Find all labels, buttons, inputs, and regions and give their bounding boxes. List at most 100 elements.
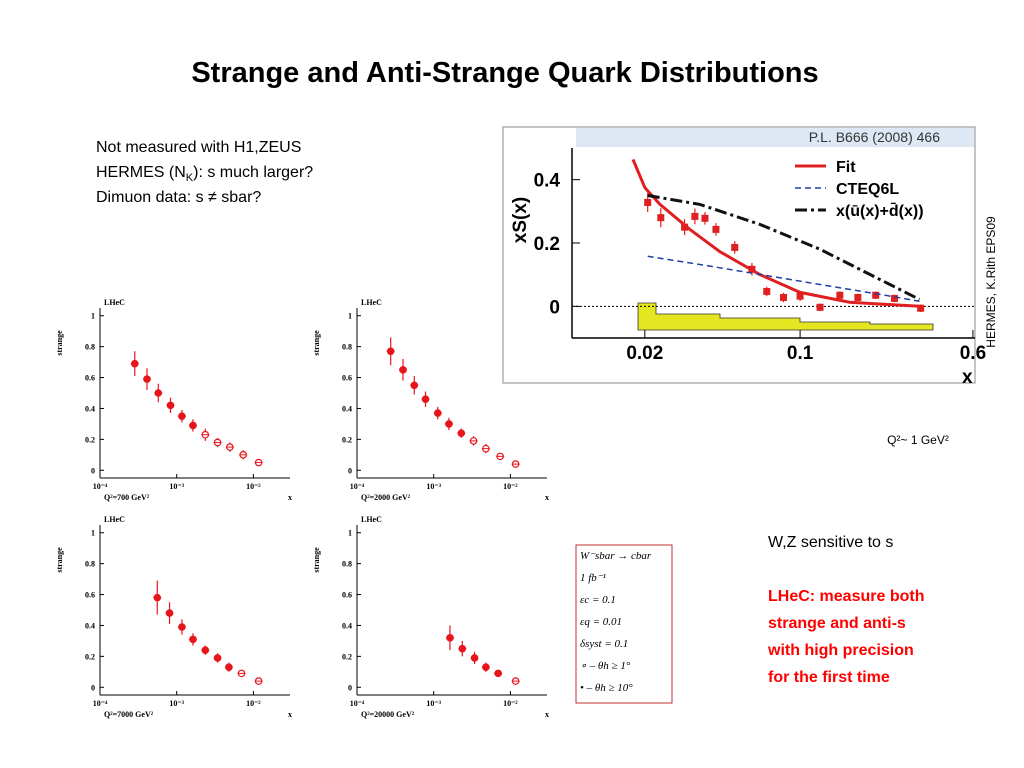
y-tick-label: 0 xyxy=(91,466,95,475)
panel-title: LHeC xyxy=(104,515,125,524)
y-tick-label: 0.8 xyxy=(85,560,95,569)
data-point xyxy=(657,214,665,222)
table-line: W⁻sbar → cbar xyxy=(580,550,652,562)
settings-table: W⁻sbar → cbar 1 fb⁻¹ εc = 0.1 εq = 0.01 δsys… xyxy=(580,550,652,694)
note-segment: K xyxy=(186,172,194,184)
x-tick-label: 10⁻² xyxy=(503,699,518,708)
y-tick-label: 0.2 xyxy=(534,234,560,255)
table-line: ∘ – θh ≥ 1° xyxy=(580,660,631,672)
y-tick-label: 0 xyxy=(348,683,352,692)
x-tick-label: 10⁻³ xyxy=(169,699,184,708)
hermes-chart: 0 0.2 0.4 0.02 0.1 0.6 P.L. B666 (2008) 466 xS(… xyxy=(510,129,986,388)
conclusion-line: strange and anti-s xyxy=(768,615,906,632)
data-point xyxy=(890,294,898,302)
data-point xyxy=(691,212,699,220)
lhec-panel: 0 0.2 0.4 0.6 0.8 1 10⁻⁴ 10⁻³ 10⁻² LHeC strange Q²=… xyxy=(55,515,292,719)
y-tick-label: 0.6 xyxy=(342,374,352,383)
y-axis-label: strange xyxy=(312,330,321,356)
x-tick-label: 10⁻⁴ xyxy=(350,699,365,708)
panel-title: LHeC xyxy=(104,298,125,307)
y-tick-label: 0.2 xyxy=(342,435,352,444)
y-tick-label: 0.8 xyxy=(85,343,95,352)
y-axis-label: xS(x) xyxy=(510,197,531,243)
x-axis-label: x xyxy=(288,493,292,502)
note-segment: HERMES (N xyxy=(96,164,186,181)
table-frame xyxy=(575,544,673,704)
side-credit: HERMES, K.Rith EPS09 xyxy=(984,216,998,348)
y-tick-label: 1 xyxy=(91,529,95,538)
conclusion-line: LHeC: measure both xyxy=(768,588,924,605)
legend-label: Fit xyxy=(836,159,856,176)
note-line: Dimuon data: s ≠ sbar? xyxy=(96,189,261,206)
data-point xyxy=(836,291,844,299)
data-point xyxy=(917,304,925,312)
y-tick-label: 0.4 xyxy=(342,404,352,413)
data-point xyxy=(816,303,824,311)
x-tick-label: 10⁻² xyxy=(503,482,518,491)
note-line: HERMES (NK): s much larger? xyxy=(96,164,313,184)
x-axis-label: x xyxy=(288,710,292,719)
y-axis-label: strange xyxy=(312,547,321,573)
curve xyxy=(631,158,920,308)
y-tick-label: 0.4 xyxy=(85,621,95,630)
data-point xyxy=(796,292,804,300)
x-axis-label: x xyxy=(962,367,973,388)
y-tick-label: 0.6 xyxy=(342,591,352,600)
y-tick-label: 0.6 xyxy=(85,374,95,383)
y-tick-label: 0.4 xyxy=(85,404,95,413)
data-point xyxy=(681,223,689,231)
data-point xyxy=(763,287,771,295)
y-axis-label: strange xyxy=(55,547,64,573)
y-tick-label: 1 xyxy=(348,312,352,321)
slide-title: Strange and Anti-Strange Quark Distribut… xyxy=(191,57,818,89)
lhec-panel: 0 0.2 0.4 0.6 0.8 1 10⁻⁴ 10⁻³ 10⁻² LHeC strange Q²=… xyxy=(312,298,549,502)
x-tick-label: 0.6 xyxy=(960,343,986,364)
x-tick-label: 10⁻² xyxy=(246,699,261,708)
y-tick-label: 0 xyxy=(91,683,95,692)
chart-header: P.L. B666 (2008) 466 xyxy=(809,129,941,145)
table-line: • – θh ≥ 10° xyxy=(580,682,633,694)
x-tick-label: 10⁻⁴ xyxy=(93,482,108,491)
y-tick-label: 0.2 xyxy=(342,652,352,661)
hermes-frame xyxy=(502,126,976,384)
hermes-header xyxy=(576,128,974,147)
panel-annotation: Q²=7000 GeV² xyxy=(104,710,154,719)
data-point xyxy=(731,243,739,251)
x-tick-label: 10⁻³ xyxy=(169,482,184,491)
table-line: εq = 0.01 xyxy=(580,616,622,628)
y-tick-label: 0.4 xyxy=(534,171,561,192)
y-tick-label: 0.8 xyxy=(342,560,352,569)
x-tick-label: 0.1 xyxy=(787,343,814,364)
legend-label: CTEQ6L xyxy=(836,181,899,198)
y-axis-label: strange xyxy=(55,330,64,356)
hermes-scale: Q²~ 1 GeV² xyxy=(887,433,949,447)
x-axis-label: x xyxy=(545,710,549,719)
conclusion-line: with high precision xyxy=(767,642,914,659)
x-tick-label: 10⁻⁴ xyxy=(350,482,365,491)
panel-title: LHeC xyxy=(361,515,382,524)
x-tick-label: 10⁻³ xyxy=(426,699,441,708)
curve xyxy=(647,255,920,303)
curve xyxy=(647,194,921,301)
data-point xyxy=(779,293,787,301)
conclusion-line: for the first time xyxy=(768,669,890,686)
conclusion: LHeC: measure both strange and anti-s with… xyxy=(767,588,924,686)
note-line: Not measured with H1,ZEUS xyxy=(96,139,301,156)
systematic-band xyxy=(637,302,934,331)
data-point xyxy=(872,291,880,299)
y-tick-label: 1 xyxy=(348,529,352,538)
x-axis-label: x xyxy=(545,493,549,502)
y-tick-label: 0.6 xyxy=(85,591,95,600)
y-tick-label: 1 xyxy=(91,312,95,321)
x-tick-label: 10⁻² xyxy=(246,482,261,491)
lhec-panel: 0 0.2 0.4 0.6 0.8 1 10⁻⁴ 10⁻³ 10⁻² LHeC strange Q²=… xyxy=(55,298,292,502)
y-tick-label: 0.2 xyxy=(85,435,95,444)
panel-annotation: Q²=20000 GeV² xyxy=(361,710,415,719)
notes: Not measured with H1,ZEUS HERMES (NK): s … xyxy=(96,139,313,206)
table-line: δsyst = 0.1 xyxy=(580,638,628,650)
wz-note: W,Z sensitive to s xyxy=(768,534,893,551)
y-tick-label: 0 xyxy=(549,297,560,318)
note-segment: Not measured with H1,ZEUS xyxy=(96,139,301,156)
x-tick-label: 10⁻³ xyxy=(426,482,441,491)
